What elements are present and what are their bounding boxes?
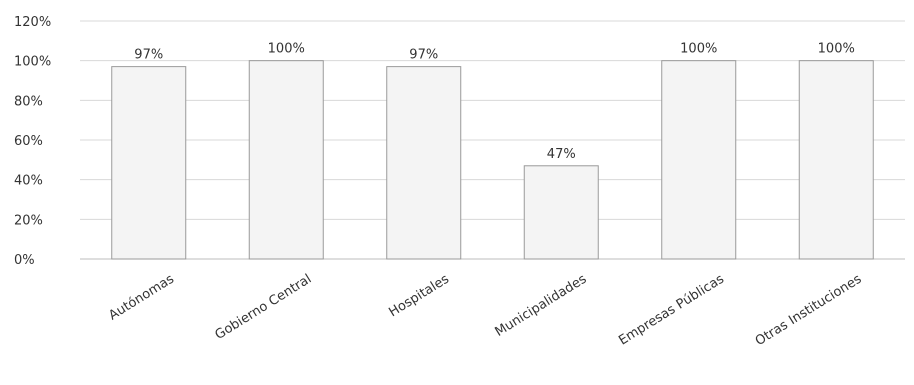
- y-tick-label: 120%: [14, 15, 51, 30]
- bar: [386, 66, 462, 260]
- data-label: 100%: [680, 42, 717, 57]
- bar: [523, 165, 599, 260]
- x-tick-label: Hospitales: [386, 272, 452, 321]
- bar: [111, 66, 187, 260]
- data-label: 97%: [409, 48, 438, 63]
- x-tick-label: Empresas Públicas: [616, 272, 727, 349]
- bar: [798, 60, 874, 260]
- bars: [111, 60, 874, 260]
- gridlines: [80, 20, 905, 260]
- x-tick-label: Gobierno Central: [213, 272, 315, 343]
- bar: [248, 60, 324, 260]
- x-tick-label: Otras Instituciones: [753, 272, 865, 350]
- data-labels: 97% 100% 97% 47% 100% 100%: [134, 42, 855, 162]
- y-tick-label: 60%: [14, 134, 43, 149]
- y-tick-label: 0%: [14, 253, 35, 268]
- data-label: 97%: [134, 48, 163, 63]
- y-tick-label: 20%: [14, 213, 43, 228]
- data-label: 100%: [818, 42, 855, 57]
- data-label: 47%: [547, 147, 576, 162]
- data-label: 100%: [268, 42, 305, 57]
- x-tick-label: Autónomas: [106, 272, 177, 324]
- y-tick-label: 80%: [14, 94, 43, 109]
- y-axis-ticks: 0% 20% 40% 60% 80% 100% 120%: [14, 15, 51, 268]
- y-tick-label: 40%: [14, 174, 43, 189]
- y-tick-label: 100%: [14, 55, 51, 70]
- x-axis-labels: Autónomas Gobierno Central Hospitales Munic…: [106, 272, 864, 350]
- x-tick-label: Municipalidades: [493, 272, 590, 340]
- bar: [661, 60, 737, 260]
